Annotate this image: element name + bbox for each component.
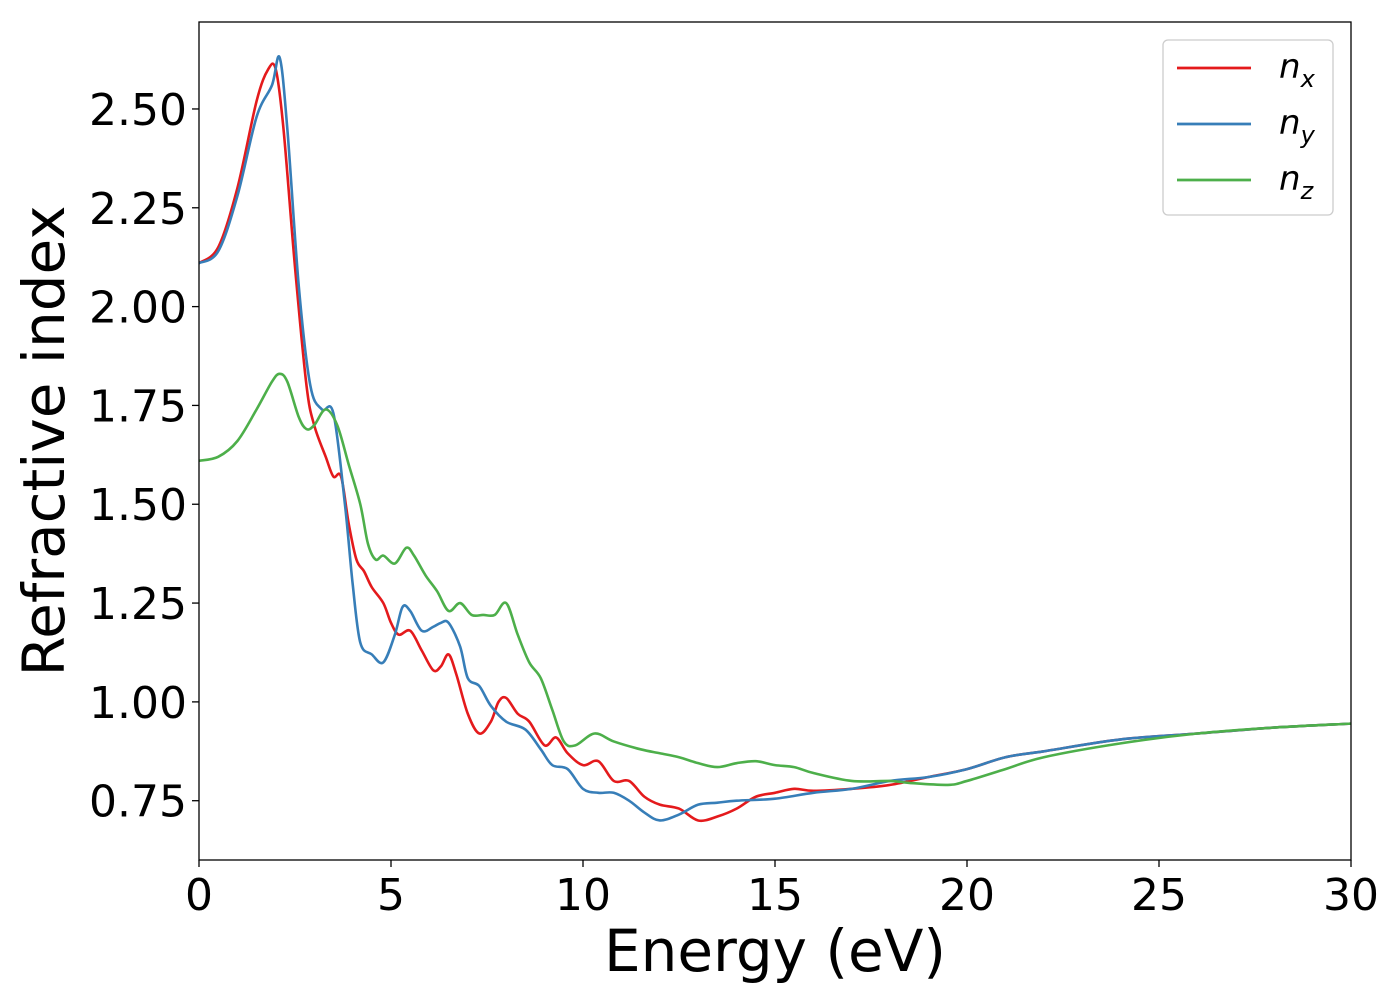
y-tick-label: 1.75 [89,381,187,432]
x-tick-label: 25 [1131,870,1187,921]
series-line-n-y [199,54,1351,822]
y-tick-label: 2.25 [89,184,187,235]
x-tick-label: 5 [377,870,405,921]
legend: nx ny nz [1162,39,1334,216]
legend-box [1162,39,1334,216]
axes-layer: 0 5 10 15 20 25 30 0.75 1.00 1.25 1.50 1.75 2.00 2.25… [89,21,1379,921]
legend-entry: ny [1177,103,1316,149]
y-tick-label: 0.75 [89,777,187,828]
x-axis-label: Energy (eV) [604,917,946,985]
x-tick-label: 30 [1323,870,1379,921]
x-tick-label: 15 [747,870,803,921]
y-tick-label: 2.00 [89,283,187,334]
y-tick-label: 1.00 [89,678,187,729]
y-tick-label: 1.25 [89,579,187,630]
series-line-n-z [199,372,1351,787]
x-tick-label: 20 [939,870,995,921]
x-tick-label: 10 [555,870,611,921]
y-tick-label: 2.50 [89,85,187,136]
legend-entry: nx [1177,47,1316,93]
series-layer [199,54,1351,823]
legend-label: ny [1279,103,1316,149]
legend-entry: nz [1177,159,1315,205]
x-tick-label: 0 [185,870,213,921]
legend-label: nx [1279,47,1316,93]
y-tick-label: 1.50 [89,480,187,531]
legend-label: nz [1279,159,1315,205]
y-axis-label: Refractive index [10,205,78,676]
